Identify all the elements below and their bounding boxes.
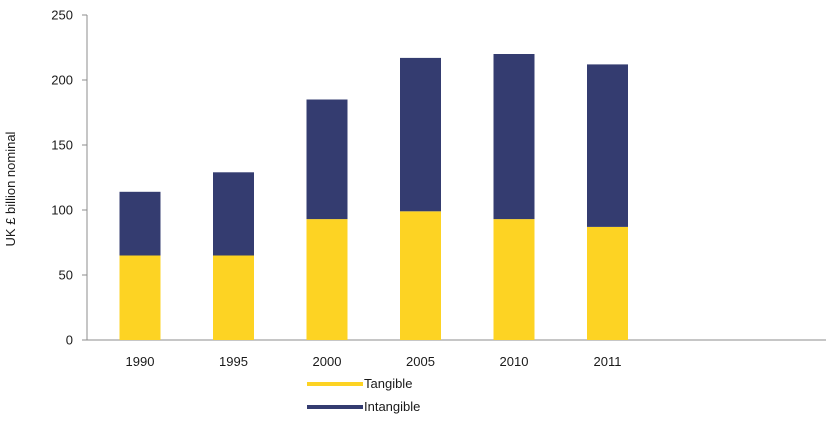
bar-tangible-2005 [400,211,441,340]
x-tick-label: 2010 [500,354,529,369]
x-tick-label: 2000 [313,354,342,369]
bar-tangible-2011 [587,226,628,340]
y-tick-label: 250 [51,8,73,23]
y-tick-label: 0 [66,333,73,348]
legend-label-intangible: Intangible [364,399,420,414]
x-axis: 1990 1995 2000 2005 2010 2011 [87,339,826,369]
bar-intangible-2005 [400,57,441,212]
bar-tangible-1990 [119,255,161,340]
x-tick-label: 1995 [219,354,248,369]
legend: Tangible Intangible [307,376,420,414]
x-tick-label: 1990 [126,354,155,369]
bar-tangible-2010 [493,219,535,340]
y-axis-title: UK £ billion nominal [3,131,18,246]
bar-intangible-1990 [119,191,161,256]
y-tick-label: 100 [51,203,73,218]
legend-label-tangible: Tangible [364,376,412,391]
x-tick-label: 2005 [406,354,435,369]
bar-tangible-2000 [306,219,348,340]
bars [119,54,628,340]
bar-intangible-1995 [213,172,254,256]
y-tick-label: 200 [51,73,73,88]
y-tick-label: 150 [51,138,73,153]
bar-tangible-1995 [213,255,254,340]
bar-intangible-2011 [587,64,628,227]
y-tick-label: 50 [59,268,73,283]
bar-intangible-2000 [306,99,348,220]
bar-intangible-2010 [493,54,535,220]
x-tick-label: 2011 [594,354,622,369]
y-axis: 0 50 100 150 200 250 [51,8,88,348]
